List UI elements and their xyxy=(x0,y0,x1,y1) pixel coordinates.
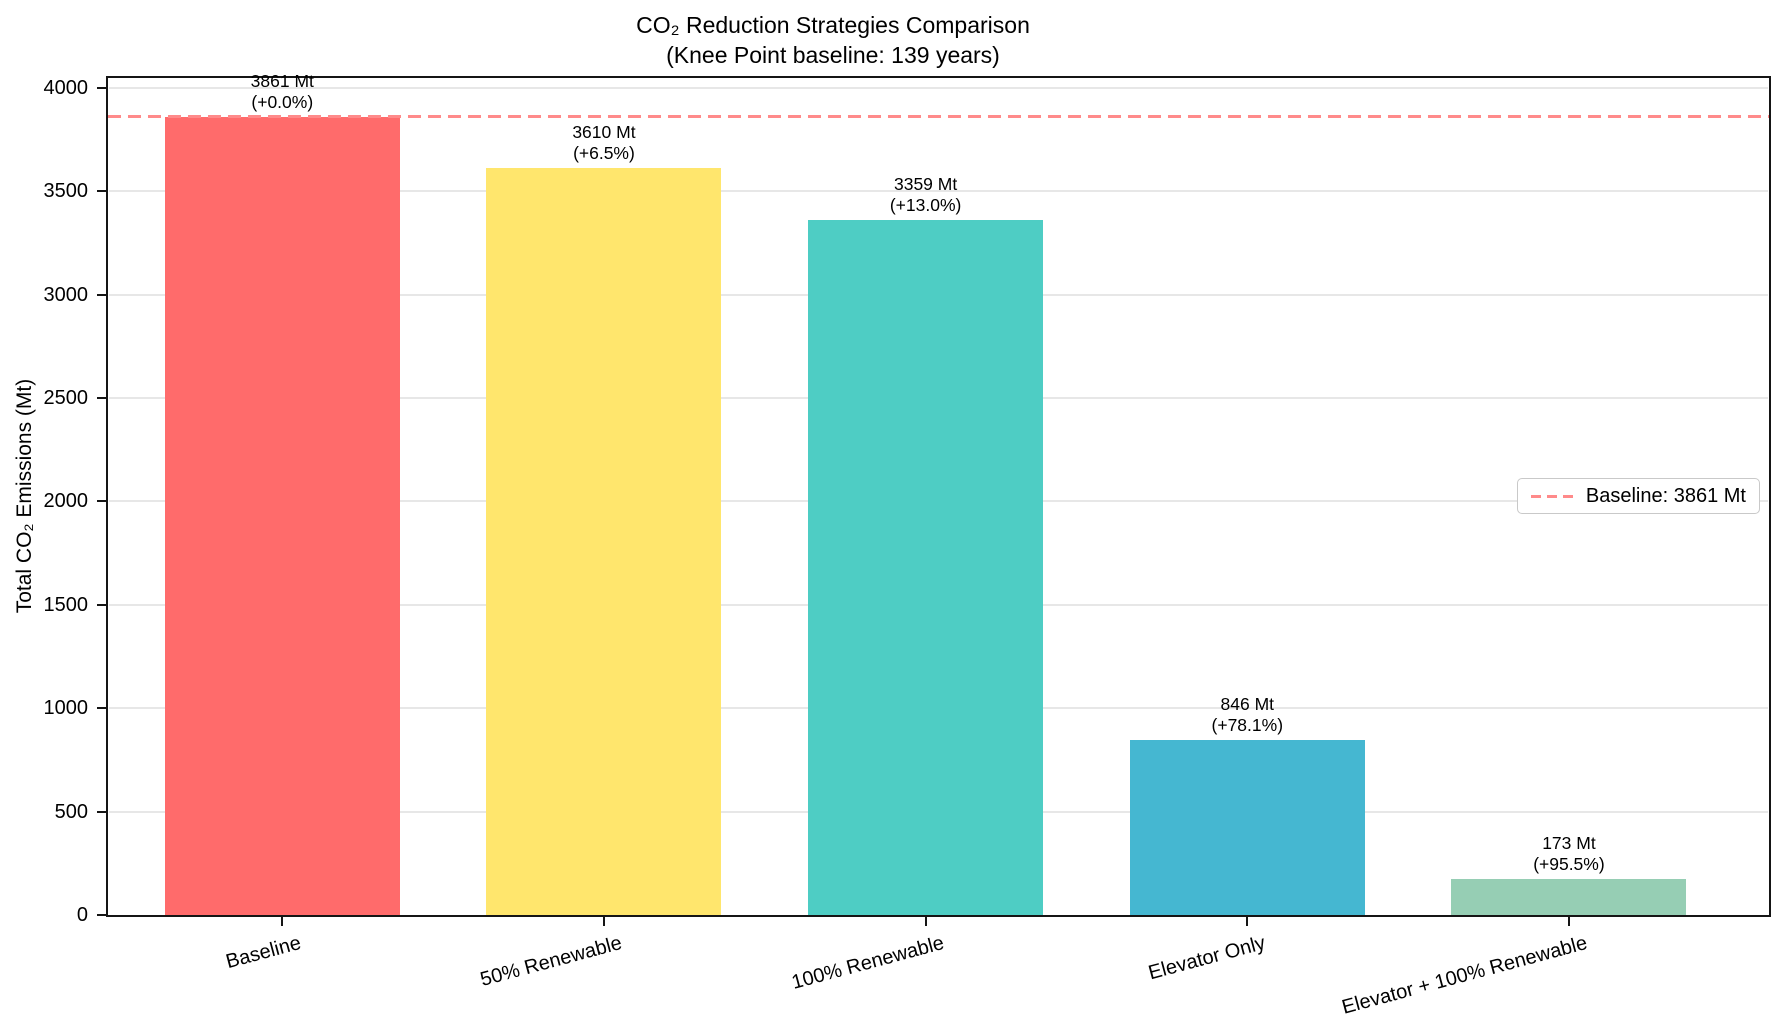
y-tick-mark xyxy=(97,190,107,193)
bar-value-text: 3861 Mt xyxy=(250,70,314,91)
plot-border xyxy=(106,76,1771,917)
y-tick-label: 1500 xyxy=(43,593,89,616)
x-tick-label: 50% Renewable xyxy=(478,932,625,991)
x-tick-label: 100% Renewable xyxy=(789,932,947,994)
bar-pct-text: (+78.1%) xyxy=(1211,715,1284,736)
y-tick-mark xyxy=(97,293,107,296)
bar-baseline xyxy=(164,116,400,915)
x-tick-label: Elevator + 100% Renewable xyxy=(1339,932,1590,1019)
x-tick-mark xyxy=(602,917,605,926)
bar-value-label: 173 Mt (+95.5%) xyxy=(1419,833,1719,875)
y-tick-mark xyxy=(97,810,107,813)
y-tick-label: 500 xyxy=(54,800,88,823)
bar-value-label: 846 Mt (+78.1%) xyxy=(1097,694,1397,736)
x-tick-mark xyxy=(1246,917,1249,926)
legend-dashed-line-icon xyxy=(1530,494,1575,498)
y-tick-label: 1000 xyxy=(43,697,89,720)
bar-pct-text: (+95.5%) xyxy=(1533,854,1605,875)
x-tick-label: Elevator Only xyxy=(1146,932,1268,985)
y-tick-label: 2500 xyxy=(43,386,89,409)
legend-label: Baseline: 3861 Mt xyxy=(1585,484,1746,507)
y-tick-label: 4000 xyxy=(43,76,89,99)
chart-title: CO₂ Reduction Strategies Comparison xyxy=(636,12,1030,38)
y-tick-label: 2000 xyxy=(43,490,89,513)
gridline xyxy=(109,86,1768,89)
bar-value-text: 3610 Mt xyxy=(572,122,636,143)
bar-pct-text: (+13.0%) xyxy=(889,195,962,216)
bar-value-text: 173 Mt xyxy=(1542,833,1596,854)
y-tick-mark xyxy=(97,603,107,606)
x-tick-label: Baseline xyxy=(223,932,304,974)
y-tick-mark xyxy=(97,707,107,710)
x-tick-mark xyxy=(281,917,284,926)
bar-50-renewable xyxy=(486,168,722,915)
y-tick-mark xyxy=(97,86,107,89)
legend-box: Baseline: 3861 Mt xyxy=(1516,478,1760,514)
bar-pct-text: (+6.5%) xyxy=(573,143,635,164)
bar-elevator-100-renewable xyxy=(1451,879,1687,915)
bar-100-renewable xyxy=(808,220,1044,915)
bar-elevator-only xyxy=(1129,740,1365,915)
gridline xyxy=(109,190,1768,193)
bar-value-text: 846 Mt xyxy=(1220,694,1275,715)
y-tick-mark xyxy=(97,914,107,916)
y-tick-mark xyxy=(97,500,107,503)
y-tick-label: 3000 xyxy=(43,283,89,306)
bar-value-label: 3861 Mt (+0.0%) xyxy=(132,71,432,113)
y-tick-label: 0 xyxy=(76,904,88,926)
bar-pct-text: (+0.0%) xyxy=(251,91,314,112)
x-tick-mark xyxy=(924,917,927,926)
bar-value-label: 3359 Mt (+13.0%) xyxy=(776,174,1076,216)
y-tick-label: 3500 xyxy=(43,180,89,203)
chart-subtitle: (Knee Point baseline: 139 years) xyxy=(666,42,1000,68)
x-tick-mark xyxy=(1567,917,1570,926)
bar-value-text: 3359 Mt xyxy=(893,174,958,195)
y-tick-mark xyxy=(97,396,107,399)
bar-value-label: 3610 Mt (+6.5%) xyxy=(454,122,754,164)
baseline-dashed-line xyxy=(108,115,1769,118)
chart-title-block: CO₂ Reduction Strategies Comparison (Kne… xyxy=(636,10,1030,70)
